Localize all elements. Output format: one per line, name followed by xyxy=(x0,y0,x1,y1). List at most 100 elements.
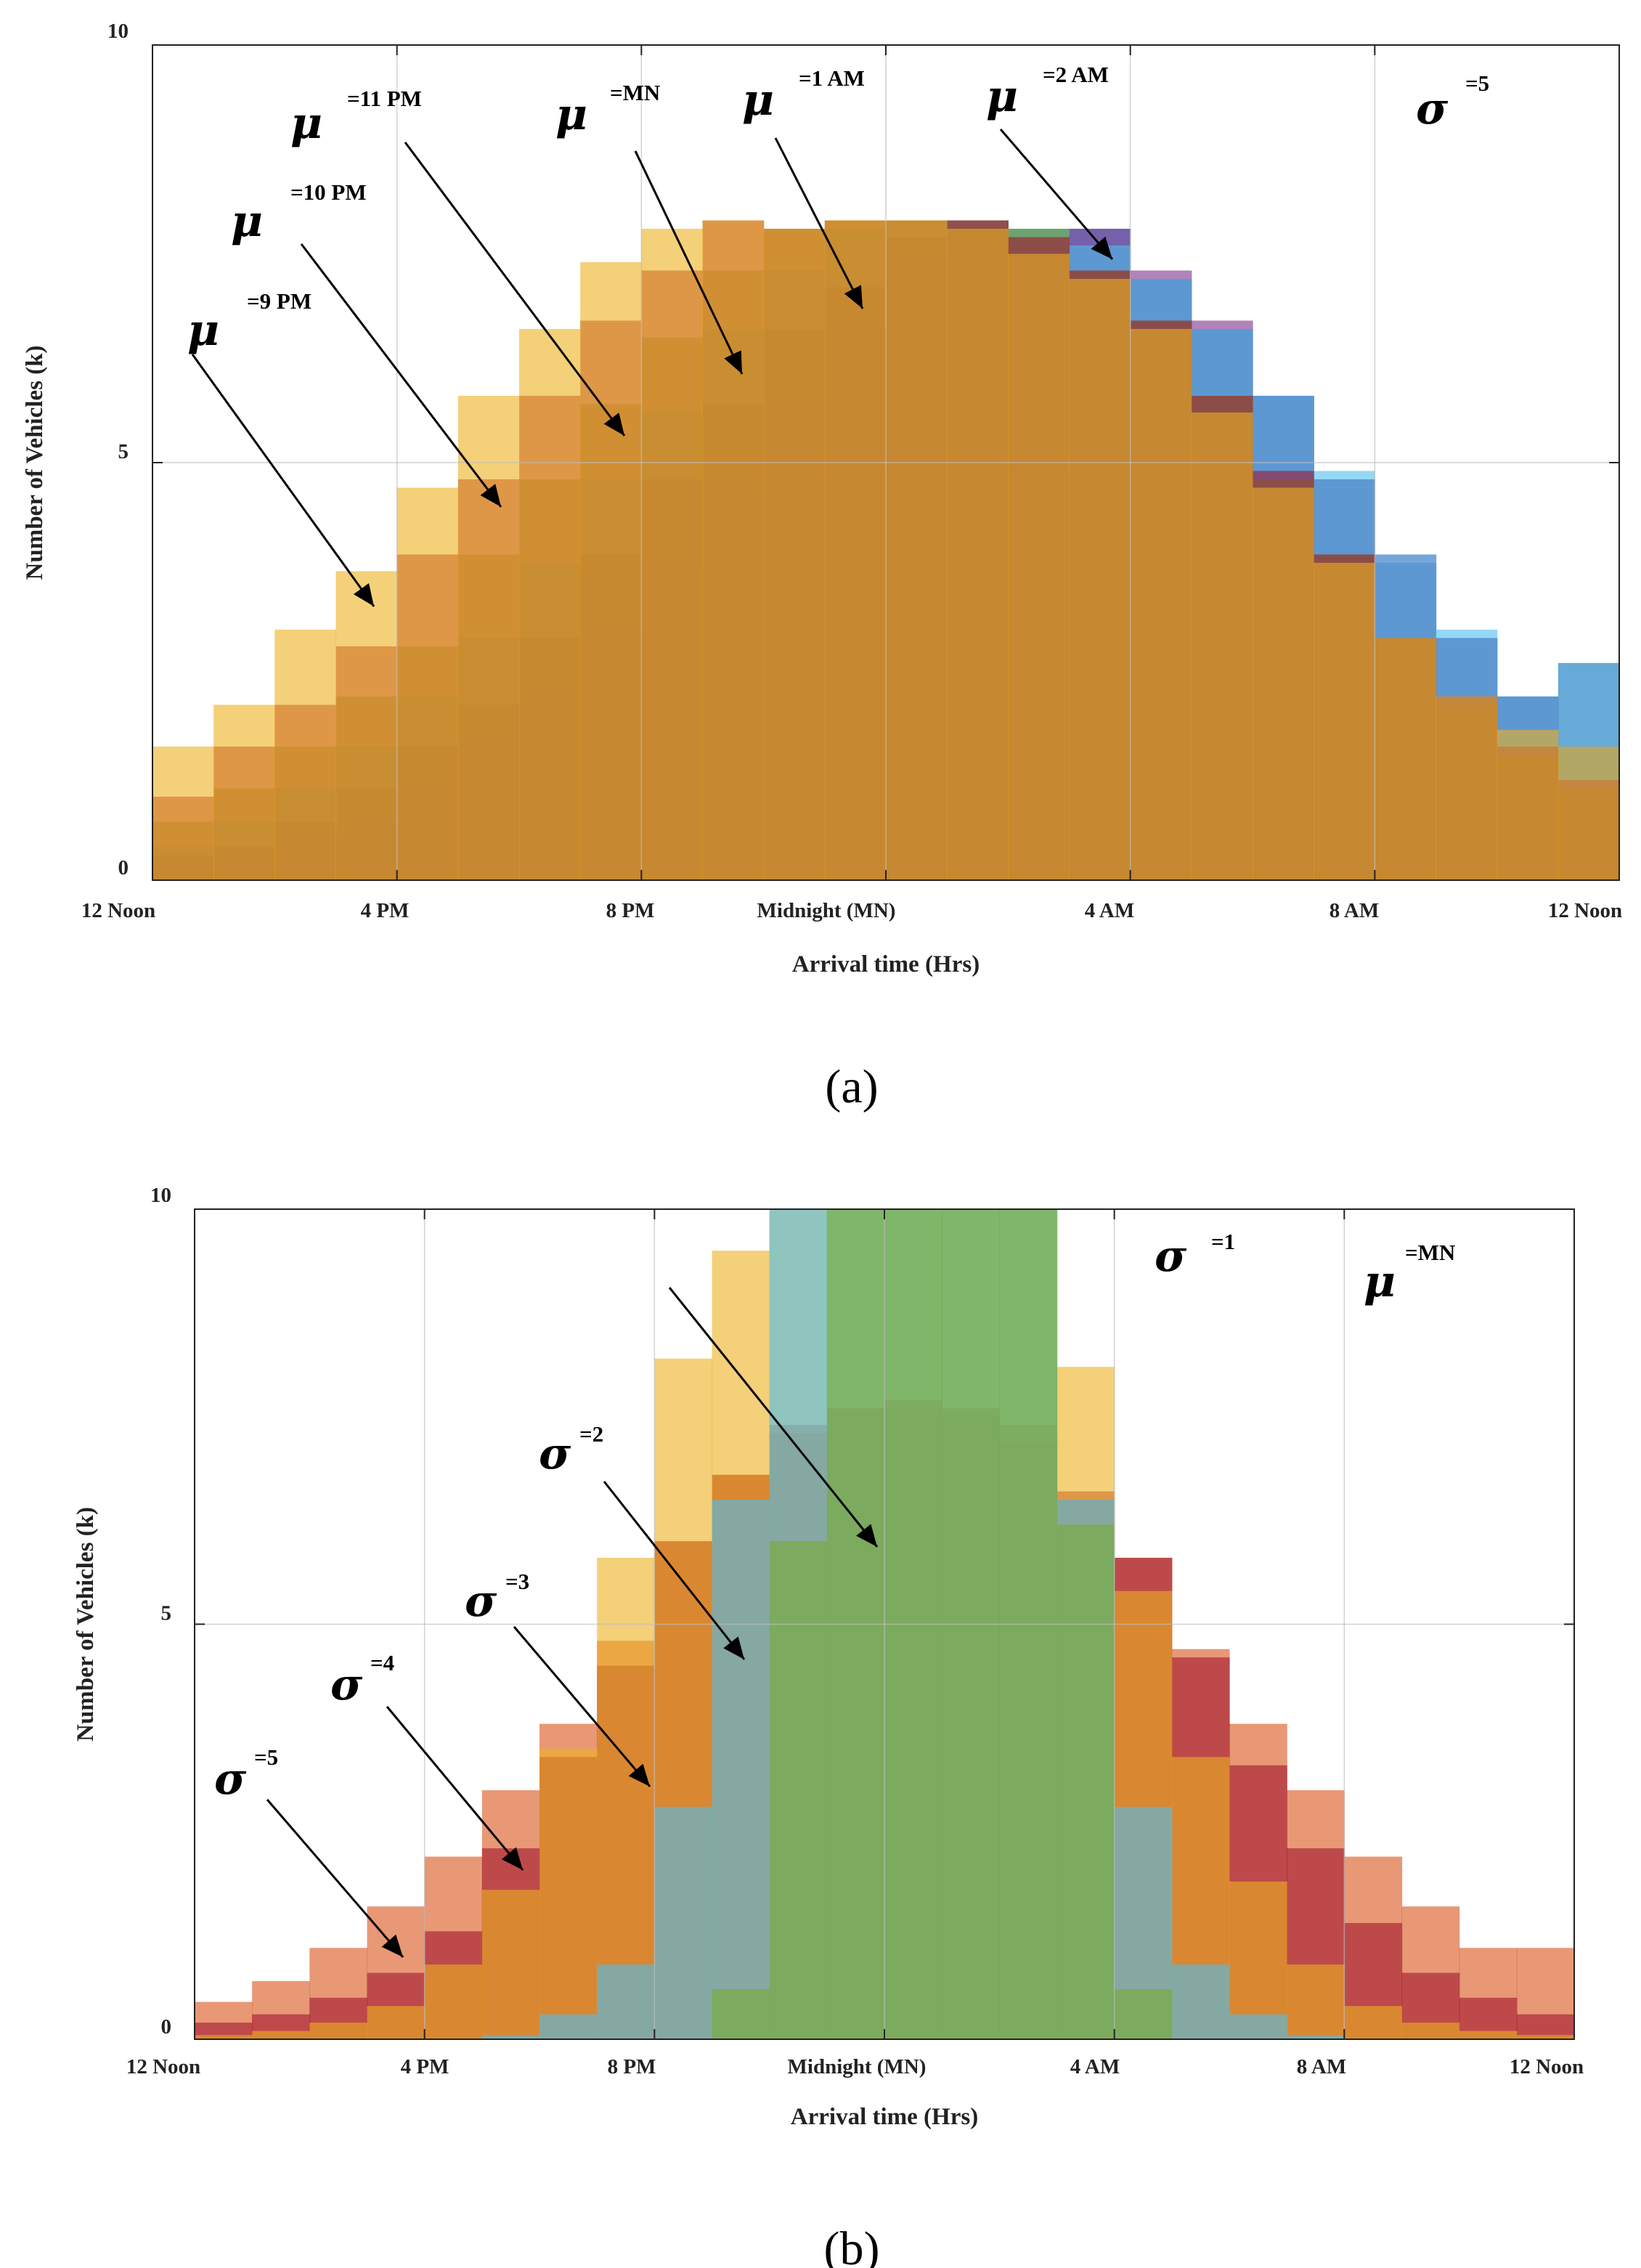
histogram-bar xyxy=(1497,730,1559,880)
histogram-bar xyxy=(1314,563,1375,880)
histogram-bar xyxy=(886,220,948,880)
series-value-label: =4 xyxy=(370,1650,394,1675)
annotation-arrow-head xyxy=(723,1636,744,1659)
annotations-b: σ =1 σ =2 σ =3 σ =4 σ =5 μ =MN xyxy=(214,1229,1455,1958)
annotation-arrow-line xyxy=(266,1799,404,1958)
annotation-arrow-head xyxy=(1091,236,1112,259)
histogram-bar xyxy=(580,262,642,880)
x-tick-label: 12 Noon xyxy=(1548,899,1622,922)
x-tick-label: Midnight (MN) xyxy=(757,899,896,922)
histogram-bar xyxy=(1401,2023,1460,2039)
annotation-arrow-head xyxy=(501,1847,523,1870)
series-value-label: =1 AM xyxy=(799,65,865,91)
histogram-bar xyxy=(1114,1989,1173,2039)
panel-label: (a) xyxy=(825,1060,878,1113)
histogram-bar xyxy=(763,229,826,880)
tick-marks-a xyxy=(152,44,1620,881)
y-axis-label: Number of Vehicles (k) xyxy=(73,1507,99,1741)
histogram-bar xyxy=(424,1964,483,2039)
histogram-bar xyxy=(481,2035,540,2039)
fixed-parameter-symbol: μ xyxy=(1364,1256,1396,1307)
y-tick-label: 10 xyxy=(150,1184,171,1207)
histogram-bar xyxy=(152,747,214,880)
annotation-arrow-line xyxy=(386,1706,524,1871)
series-symbol-label: μ xyxy=(187,305,219,356)
series-value-label: =10 PM xyxy=(290,179,367,205)
histogram-bar xyxy=(1069,279,1131,880)
histogram-bar xyxy=(654,1806,713,2039)
x-tick-label: 8 AM xyxy=(1297,2055,1346,2078)
series-value-label: =MN xyxy=(610,80,660,105)
x-tick-label: 8 PM xyxy=(608,2055,656,2078)
annotation-arrow-line xyxy=(191,354,375,607)
annotation-arrow-head xyxy=(856,1524,877,1547)
histogram-bar xyxy=(1229,1881,1287,2039)
chart-panel-a: 12 Noon 4 PM 8 PM Midnight (MN) 4 AM 8 AM 12 N… xyxy=(22,20,1622,1113)
y-tick-label: 5 xyxy=(118,440,129,463)
x-axis-label: Arrival time (Hrs) xyxy=(791,2104,978,2130)
series-value-label: =3 xyxy=(505,1569,529,1594)
annotations-a: μ =9 PM μ =10 PM μ =11 PM μ =MN μ =1 AM μ =2 AM σ =5 xyxy=(187,62,1489,607)
histogram-bar xyxy=(539,1748,598,2039)
annotation-arrow-line xyxy=(603,1481,746,1660)
histogram-bar xyxy=(274,630,337,880)
histogram-bar xyxy=(1436,696,1498,880)
histogram-bar xyxy=(457,396,520,880)
x-tick-label: 12 Noon xyxy=(81,899,155,922)
series-value-label: =11 PM xyxy=(347,86,422,111)
histogram-bar xyxy=(702,220,765,880)
x-tick-label: Midnight (MN) xyxy=(788,2055,927,2078)
x-tick-label: 4 PM xyxy=(361,899,410,922)
annotation-arrow-line xyxy=(999,129,1114,260)
y-tick-label: 5 xyxy=(161,1602,172,1625)
histogram-bar xyxy=(1229,2014,1287,2039)
annotation-arrow-line xyxy=(404,142,626,436)
x-tick-label: 8 PM xyxy=(606,899,655,922)
series-symbol-label: μ xyxy=(742,75,774,126)
annotation-arrow-line xyxy=(668,1287,879,1548)
histogram-bar xyxy=(1287,2035,1345,2039)
histogram-bar xyxy=(367,2006,425,2039)
annotation-arrow-line xyxy=(300,243,502,508)
histogram-bar xyxy=(1459,2031,1518,2039)
histogram-bar xyxy=(1130,329,1192,880)
annotation-arrow-head xyxy=(480,484,501,507)
histogram-bar xyxy=(1375,638,1437,880)
y-tick-label: 0 xyxy=(118,856,129,879)
histogram-bar xyxy=(539,2014,598,2039)
x-tick-label: 12 Noon xyxy=(1510,2055,1584,2078)
annotation-arrow-head xyxy=(381,1934,403,1957)
histogram-bar xyxy=(1253,487,1314,880)
annotation-arrow-line xyxy=(513,1626,651,1787)
histogram-bar xyxy=(1056,1524,1115,2039)
annotation-arrow-head xyxy=(628,1763,650,1787)
histogram-bar xyxy=(213,704,275,880)
series-symbol-label: σ xyxy=(330,1659,363,1710)
histogram-bar xyxy=(947,229,1009,880)
series-value-label: =2 AM xyxy=(1043,62,1109,87)
x-tick-label: 12 Noon xyxy=(126,2055,200,2078)
fixed-parameter-symbol: σ xyxy=(1416,84,1449,134)
x-tick-label: 4 PM xyxy=(401,2055,449,2078)
histogram-bar xyxy=(309,2023,368,2039)
histogram-bar xyxy=(1008,253,1070,880)
histogram-bar xyxy=(252,2031,310,2039)
histogram-bar xyxy=(1287,1964,1345,2039)
annotation-arrow-head xyxy=(353,583,374,606)
series-value-label: =1 xyxy=(1211,1229,1235,1254)
x-tick-label: 4 AM xyxy=(1070,2055,1120,2078)
series-symbol-label: σ xyxy=(1155,1231,1187,1282)
chart-panel-b: 12 Noon 4 PM 8 PM Midnight (MN) 4 AM 8 AM 12 N… xyxy=(73,1184,1584,2268)
series-symbol-label: σ xyxy=(465,1576,497,1627)
histogram-bar xyxy=(712,1500,770,2039)
fixed-parameter-value: =5 xyxy=(1465,70,1489,96)
annotation-arrow-line xyxy=(634,150,744,375)
histogram-bar xyxy=(1557,747,1620,880)
x-axis-label: Arrival time (Hrs) xyxy=(792,951,980,977)
histogram-bar xyxy=(597,1558,655,2039)
histogram-bar xyxy=(396,487,459,880)
x-tick-label: 8 AM xyxy=(1330,899,1379,922)
histogram-bar xyxy=(769,1541,828,2039)
bars-a xyxy=(152,220,1620,880)
